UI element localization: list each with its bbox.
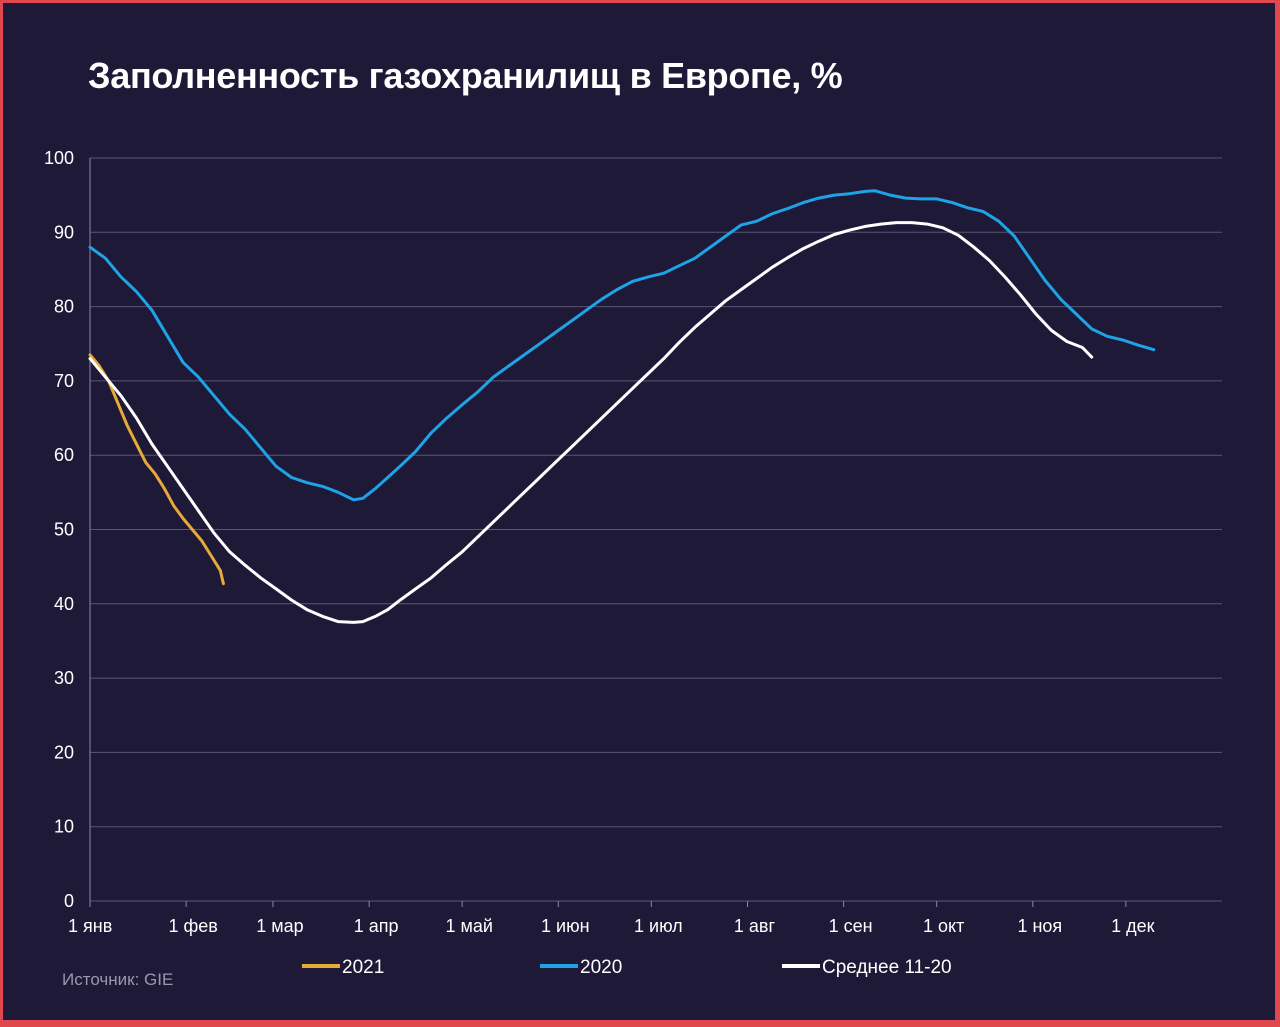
legend-label: 2021 (342, 957, 384, 978)
x-tick-label: 1 май (445, 916, 492, 936)
x-tick-label: 1 авг (734, 916, 776, 936)
y-tick-label: 20 (54, 742, 74, 762)
chart-title: Заполненность газохранилищ в Европе, % (88, 55, 843, 96)
y-tick-label: 40 (54, 594, 74, 614)
grid-lines (89, 157, 1222, 907)
y-axis-ticks: 0 10 20 30 40 50 60 70 80 90 100 (44, 148, 74, 911)
x-tick-label: 1 июл (634, 916, 683, 936)
y-tick-label: 0 (64, 891, 74, 911)
y-tick-label: 80 (54, 297, 74, 317)
y-tick-label: 60 (54, 445, 74, 465)
y-tick-label: 50 (54, 520, 74, 540)
source-note: Источник: GIE (62, 970, 174, 989)
chart-card (3, 3, 1275, 1020)
x-tick-label: 1 дек (1111, 916, 1155, 936)
x-tick-label: 1 ноя (1017, 916, 1062, 936)
y-tick-label: 100 (44, 148, 74, 168)
y-tick-label: 90 (54, 222, 74, 242)
series-line-0 (88, 353, 225, 586)
y-tick-label: 30 (54, 668, 74, 688)
series-line-2 (88, 221, 1094, 624)
legend-label: Среднее 11-20 (822, 957, 952, 978)
y-tick-label: 10 (54, 817, 74, 837)
x-tick-label: 1 фев (168, 916, 217, 936)
x-tick-label: 1 мар (256, 916, 303, 936)
x-tick-label: 1 окт (923, 916, 964, 936)
series-line-1 (88, 189, 1156, 502)
x-tick-label: 1 сен (829, 916, 873, 936)
y-tick-label: 70 (54, 371, 74, 391)
x-tick-label: 1 апр (354, 916, 399, 936)
x-tick-label: 1 июн (541, 916, 590, 936)
x-tick-label: 1 янв (68, 916, 112, 936)
series-lines (88, 189, 1156, 624)
legend: 2021 2020 Среднее 11-20 (302, 957, 952, 978)
x-axis-ticks: 1 янв 1 фев 1 мар 1 апр 1 май 1 июн 1 июл 1 авг… (68, 901, 1155, 936)
legend-label: 2020 (580, 957, 622, 978)
